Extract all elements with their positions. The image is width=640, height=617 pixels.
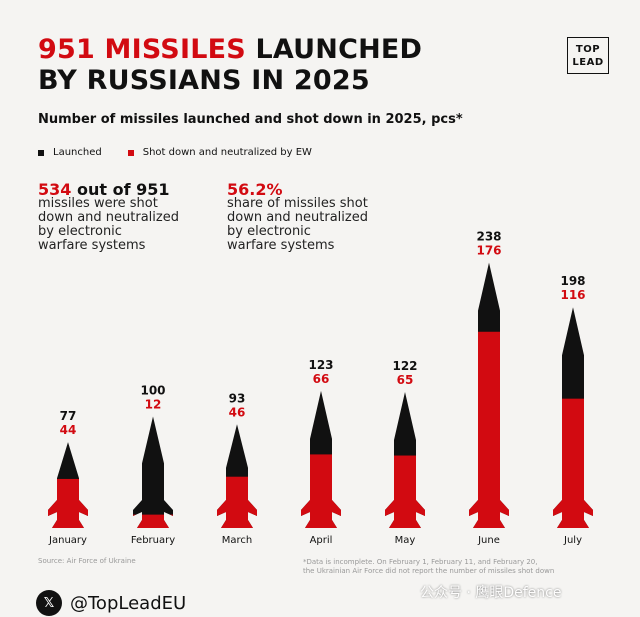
chart-subtitle: Number of missiles launched and shot dow…: [38, 112, 463, 127]
stat-text-line-3: by electronic: [38, 224, 122, 239]
value-shot-down-march: 46: [229, 405, 246, 419]
stat-share-line-2: down and neutralized: [227, 210, 368, 225]
missile-launched-february: [133, 416, 173, 528]
logo-line-1: TOP: [575, 43, 601, 55]
stat-share: 56.2% share of missiles shot down and ne…: [227, 180, 368, 253]
value-launched-january: 77: [60, 409, 77, 423]
month-label-may: May: [395, 535, 416, 546]
stat-text-line-4: warfare systems: [38, 238, 146, 253]
month-label-january: January: [48, 535, 87, 546]
month-label-march: March: [222, 535, 252, 546]
title-part-2: BY RUSSIANS IN 2025: [38, 65, 370, 96]
stat-of-total: out of 951: [76, 180, 170, 199]
value-launched-march: 93: [229, 391, 246, 405]
month-label-february: February: [131, 535, 175, 546]
toplead-logo: TOP LEAD: [567, 37, 609, 74]
missile-shot-down-may: [385, 455, 425, 528]
chart-title: 951 MISSILES LAUNCHED BY RUSSIANS IN 202…: [38, 34, 422, 96]
source-note: Source: Air Force of Ukraine: [38, 557, 136, 565]
legend-item-launched: Launched: [38, 147, 102, 158]
legend-label-shot-down: Shot down and neutralized by EW: [142, 147, 312, 158]
legend: Launched Shot down and neutralized by EW: [38, 147, 312, 158]
value-launched-june: 238: [476, 230, 501, 244]
footnote-line-1: *Data is incomplete. On February 1, Febr…: [303, 558, 538, 566]
legend-item-shot-down: Shot down and neutralized by EW: [127, 147, 312, 158]
legend-swatch-shot-down: [127, 149, 134, 156]
footnote-line-2: the Ukrainian Air Force did not report t…: [303, 567, 555, 575]
handle-text: @TopLeadEU: [70, 592, 187, 614]
stat-number: 534: [38, 180, 72, 199]
month-label-june: June: [477, 535, 500, 546]
logo-line-2: LEAD: [572, 56, 604, 68]
missile-shot-down-june: [469, 331, 509, 528]
watermark: 公众号 · 鹰眼Defence: [420, 585, 562, 601]
missile-shot-down-february: [133, 514, 173, 528]
stat-share-number: 56.2%: [227, 180, 283, 199]
value-shot-down-may: 65: [397, 373, 414, 387]
stat-share-headline: 56.2%: [227, 180, 368, 199]
stat-share-line-4: warfare systems: [227, 238, 335, 253]
missile-shot-down-march: [217, 476, 257, 528]
stat-headline: 534 out of 951: [38, 180, 179, 199]
stat-shot-down-count: 534 out of 951 missiles were shot down a…: [38, 180, 179, 253]
month-label-july: July: [563, 535, 582, 546]
footnote: *Data is incomplete. On February 1, Febr…: [303, 558, 623, 576]
missile-shot-down-april: [301, 454, 341, 528]
value-shot-down-january: 44: [60, 423, 77, 437]
value-launched-may: 122: [392, 359, 417, 373]
value-shot-down-july: 116: [560, 288, 585, 302]
missile-shot-down-january: [48, 478, 88, 528]
title-highlight: 951 MISSILES: [38, 34, 246, 65]
stat-share-line-1: share of missiles shot: [227, 196, 368, 211]
stat-text-line-2: down and neutralized: [38, 210, 179, 225]
title-part-1: LAUNCHED: [255, 34, 423, 65]
social-handle: 𝕏 @TopLeadEU: [36, 590, 186, 616]
month-label-april: April: [310, 535, 333, 546]
value-launched-july: 198: [560, 274, 585, 288]
stat-share-line-3: by electronic: [227, 224, 311, 239]
value-launched-february: 100: [140, 384, 165, 398]
value-shot-down-april: 66: [313, 372, 330, 386]
legend-label-launched: Launched: [53, 147, 102, 158]
legend-swatch-launched: [38, 149, 44, 156]
x-logo-icon: 𝕏: [36, 590, 62, 616]
value-shot-down-june: 176: [476, 244, 501, 258]
stat-text-line-1: missiles were shot: [38, 196, 158, 211]
missile-shot-down-july: [553, 398, 593, 528]
value-shot-down-february: 12: [145, 398, 162, 412]
value-launched-april: 123: [308, 358, 333, 372]
